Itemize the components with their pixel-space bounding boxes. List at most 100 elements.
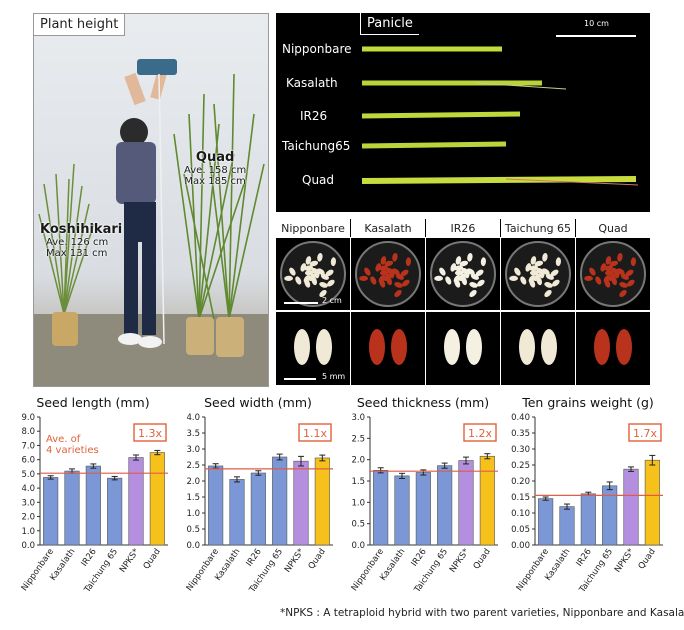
chart-ten-grains-weight-svg: 0.00 0.05 0.10 0.15 0.20 0.25 0.30 0.35 0.40 Nipp… <box>511 413 663 595</box>
grain-nipponbare <box>325 269 334 277</box>
grain-taichung65 <box>520 276 527 285</box>
chart-seed-length: Seed length (mm) 0.0 1.0 2.0 3.0 4.0 5.0 6.0 7.… <box>8 395 178 605</box>
x-tick-label: IR26 <box>410 547 429 568</box>
grain-taichung65 <box>529 270 539 276</box>
grain-taichung65 <box>530 256 537 265</box>
seed-closeup-taichung65 <box>541 329 557 365</box>
grain-nipponbare <box>289 267 296 276</box>
grain-taichung65 <box>544 289 552 298</box>
grain-quad <box>604 265 614 271</box>
bar <box>128 457 144 546</box>
person-figure <box>116 59 177 348</box>
bar <box>229 479 245 546</box>
plant-photo-illustration <box>34 59 268 386</box>
y-tick-label: 9.0 <box>21 413 35 423</box>
bar <box>538 498 554 546</box>
y-tick-label: 1.0 <box>21 527 35 537</box>
chart-ten-grains-weight: Ten grains weight (g) 0.00 0.05 0.10 0.15 0.… <box>503 395 673 605</box>
koshihikari-plant <box>38 163 95 315</box>
bar <box>580 493 596 546</box>
y-tick-label: 0.20 <box>511 477 530 487</box>
grain-ir26 <box>454 279 461 288</box>
ratio-callout-box <box>628 423 662 442</box>
grain-nipponbare <box>317 252 323 262</box>
ratio-callout: 1.2x <box>468 427 492 440</box>
grain-nipponbare <box>295 276 302 285</box>
y-tick-label: 3.5 <box>186 429 200 439</box>
grain-ir26 <box>454 270 464 276</box>
seed-illustration <box>276 237 650 385</box>
grain-nipponbare <box>319 282 328 288</box>
bar <box>394 475 410 546</box>
reference-annotation: Ave. of <box>46 434 81 445</box>
grain-ir26 <box>475 269 484 277</box>
grain-nipponbare <box>304 279 311 288</box>
footnote: *NPKS : A tetraploid hybrid with two par… <box>280 607 684 619</box>
y-tick-label: 1.0 <box>351 498 365 508</box>
y-tick-label: 5.0 <box>21 470 35 480</box>
bar <box>559 506 575 546</box>
grain-kasalath <box>380 256 387 265</box>
grain-kasalath <box>364 267 371 276</box>
ratio-callout: 1.7x <box>633 427 657 440</box>
x-tick-label: Nipponbare <box>185 547 221 593</box>
y-tick-label: 2.0 <box>186 477 200 487</box>
grain-nipponbare <box>300 263 307 272</box>
grain-quad <box>625 269 634 277</box>
x-tick-label: Nipponbare <box>20 547 56 593</box>
grain-kasalath <box>384 260 394 267</box>
seed-closeup-kasalath <box>391 329 407 365</box>
seed-head-kasalath: Kasalath <box>351 219 425 238</box>
y-tick-label: 0.05 <box>511 525 530 535</box>
grain-nipponbare <box>304 270 314 276</box>
grain-kasalath <box>359 275 368 282</box>
grain-kasalath <box>392 252 398 262</box>
chart-seed-length-svg: 0.0 1.0 2.0 3.0 4.0 5.0 6.0 7.0 8.0 9.0 Nipponbare… <box>20 413 168 595</box>
seed-head-quad: Quad <box>576 219 650 238</box>
ratio-callout-box <box>298 423 332 442</box>
grain-taichung65 <box>529 265 539 271</box>
grain-taichung65 <box>551 279 560 287</box>
grain-ir26 <box>461 276 467 286</box>
grain-quad <box>600 263 607 272</box>
grain-kasalath <box>405 257 412 267</box>
seed-closeup-ir26 <box>444 329 460 365</box>
panicle-title: Panicle <box>360 13 419 35</box>
grain-kasalath <box>379 265 389 271</box>
panicle-illustration <box>361 46 639 186</box>
panicle-quad <box>361 176 639 186</box>
seed-photo-grid: Nipponbare Kasalath IR26 Taichung 65 Qua… <box>276 219 650 385</box>
y-tick-label: 4.0 <box>21 484 35 494</box>
x-tick-label: NPKS* <box>448 547 472 575</box>
grain-quad <box>617 252 623 262</box>
y-tick-label: 1.5 <box>186 493 200 503</box>
grain-kasalath <box>379 279 386 288</box>
y-tick-label: 4.0 <box>186 413 200 423</box>
grain-taichung65 <box>544 282 553 288</box>
grain-ir26 <box>467 252 473 262</box>
bar <box>272 456 288 546</box>
grain-taichung65 <box>542 252 548 262</box>
quad-plant <box>173 73 265 320</box>
koshihikari-max: Max 131 cm <box>46 248 108 259</box>
panicle-label-nipponbare: Nipponbare <box>282 42 352 56</box>
chart-title: Seed thickness (mm) <box>356 395 490 410</box>
x-tick-label: Nipponbare <box>515 547 551 593</box>
panicle-label-taichung65: Taichung65 <box>282 139 351 153</box>
seed-closeup-kasalath <box>369 329 385 365</box>
grain-kasalath <box>394 282 403 288</box>
x-tick-label: Quad <box>637 547 658 571</box>
x-tick-label: NPKS* <box>613 547 637 575</box>
plant-height-photo: Plant height Koshihikari Ave. 126 cm Max… <box>33 13 269 387</box>
bar <box>415 472 431 546</box>
y-tick-label: 2.0 <box>351 456 365 466</box>
grain-taichung65 <box>525 263 532 272</box>
grain-taichung65 <box>514 267 521 276</box>
grain-kasalath <box>394 289 402 298</box>
x-tick-label: IR26 <box>245 547 264 568</box>
ratio-callout: 1.3x <box>138 427 162 440</box>
grain-taichung65 <box>555 257 562 267</box>
grain-nipponbare <box>304 265 314 271</box>
y-tick-label: 0.0 <box>21 541 35 551</box>
y-tick-label: 6.0 <box>21 456 35 466</box>
